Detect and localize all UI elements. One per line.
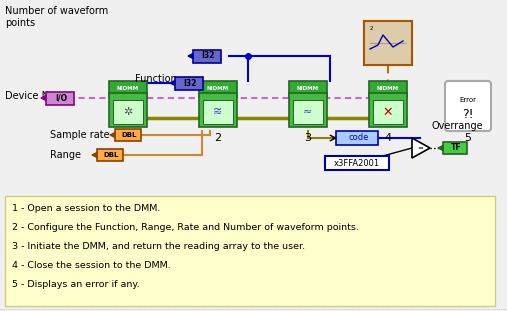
Polygon shape bbox=[188, 53, 193, 58]
Bar bbox=[193, 49, 221, 63]
Polygon shape bbox=[412, 138, 430, 158]
Bar bbox=[369, 93, 407, 127]
Bar bbox=[199, 93, 237, 127]
Text: ✲: ✲ bbox=[123, 107, 133, 117]
Bar bbox=[175, 77, 203, 90]
Text: 5: 5 bbox=[464, 133, 472, 143]
Text: NIDMM: NIDMM bbox=[377, 86, 399, 91]
Text: =: = bbox=[417, 145, 423, 151]
Text: I/O: I/O bbox=[55, 94, 67, 103]
Text: 5 - Displays an error if any.: 5 - Displays an error if any. bbox=[12, 280, 139, 289]
Bar bbox=[289, 93, 327, 127]
Text: NIDMM: NIDMM bbox=[297, 86, 319, 91]
Text: Error: Error bbox=[459, 97, 477, 103]
Bar bbox=[109, 81, 147, 97]
Bar bbox=[289, 81, 327, 97]
Bar bbox=[97, 149, 123, 161]
Text: ≋: ≋ bbox=[213, 107, 223, 117]
Bar bbox=[5, 196, 495, 306]
Text: Overrange: Overrange bbox=[432, 121, 484, 131]
Text: DBL: DBL bbox=[121, 132, 137, 138]
Bar bbox=[336, 131, 378, 145]
Text: Sample rate: Sample rate bbox=[50, 130, 110, 140]
Bar bbox=[115, 129, 141, 141]
Bar bbox=[369, 81, 407, 97]
Text: DBL: DBL bbox=[103, 152, 119, 158]
Polygon shape bbox=[110, 132, 115, 137]
Text: Number of waveform
points: Number of waveform points bbox=[5, 6, 108, 28]
FancyBboxPatch shape bbox=[445, 81, 491, 131]
Bar bbox=[293, 100, 323, 124]
Text: 2: 2 bbox=[370, 26, 374, 30]
Text: 3: 3 bbox=[305, 133, 311, 143]
Text: Range: Range bbox=[50, 150, 81, 160]
Text: 2: 2 bbox=[214, 133, 222, 143]
Polygon shape bbox=[41, 95, 46, 100]
Text: NIDMM: NIDMM bbox=[117, 86, 139, 91]
Text: ?!: ?! bbox=[462, 108, 474, 120]
Bar bbox=[113, 100, 143, 124]
Polygon shape bbox=[170, 81, 175, 86]
Bar bbox=[199, 81, 237, 97]
Text: ✕: ✕ bbox=[383, 105, 393, 118]
Bar bbox=[373, 100, 403, 124]
Text: 4 - Close the session to the DMM.: 4 - Close the session to the DMM. bbox=[12, 261, 171, 270]
Text: TF: TF bbox=[451, 143, 461, 152]
Text: Function: Function bbox=[135, 74, 177, 84]
Text: NIDMM: NIDMM bbox=[207, 86, 229, 91]
Bar bbox=[46, 91, 74, 104]
Text: x3FFA2001: x3FFA2001 bbox=[334, 159, 380, 168]
Text: ≈: ≈ bbox=[303, 107, 313, 117]
Bar bbox=[203, 100, 233, 124]
Text: I32: I32 bbox=[201, 52, 214, 61]
Text: 1 - Open a session to the DMM.: 1 - Open a session to the DMM. bbox=[12, 204, 160, 213]
Bar bbox=[109, 93, 147, 127]
Text: 1: 1 bbox=[125, 133, 131, 143]
Bar bbox=[364, 21, 412, 65]
Text: code: code bbox=[349, 133, 369, 142]
Bar bbox=[443, 142, 467, 154]
Text: Device Name: Device Name bbox=[5, 91, 70, 101]
Polygon shape bbox=[438, 146, 443, 151]
Text: 3 - Initiate the DMM, and return the reading array to the user.: 3 - Initiate the DMM, and return the rea… bbox=[12, 242, 305, 251]
Text: I32: I32 bbox=[184, 78, 197, 87]
Polygon shape bbox=[92, 152, 97, 157]
Bar bbox=[325, 156, 389, 170]
Text: 4: 4 bbox=[384, 133, 391, 143]
Text: 2 - Configure the Function, Range, Rate and Number of waveform points.: 2 - Configure the Function, Range, Rate … bbox=[12, 223, 359, 232]
